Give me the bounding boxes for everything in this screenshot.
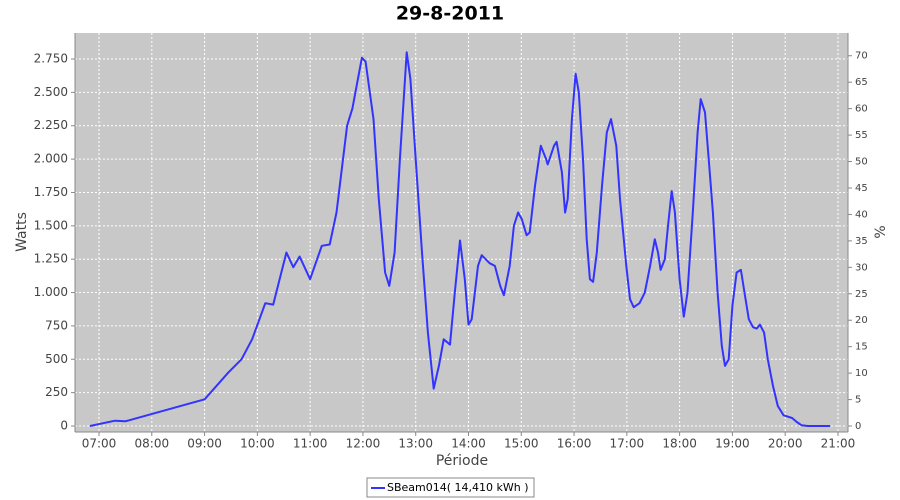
x-tick-label: 13:00 [398,437,433,451]
x-tick-label: 10:00 [240,437,275,451]
y2-tick-label: 70 [855,51,868,62]
x-tick-label: 14:00 [451,437,486,451]
y2-tick-label: 40 [855,209,868,220]
y2-tick-label: 0 [855,421,861,432]
x-axis-label: Période [436,453,488,469]
y-tick-label: 250 [45,385,68,399]
y-axis-label: Watts [14,212,30,252]
y-tick-label: 2.500 [34,85,68,99]
chart-title: 29-8-2011 [396,3,504,25]
x-tick-label: 15:00 [504,437,539,451]
y-tick-label: 1.000 [34,285,68,299]
x-tick-label: 20:00 [768,437,803,451]
y-tick-label: 1.500 [34,218,68,232]
legend-label: SBeam014( 14,410 kWh ) [387,481,529,494]
x-tick-label: 11:00 [293,437,328,451]
plot-area [75,33,848,432]
y-tick-label: 0 [60,418,68,432]
x-tick-label: 19:00 [715,437,750,451]
x-tick-label: 08:00 [135,437,170,451]
y-tick-label: 1.250 [34,252,68,266]
y2-tick-label: 20 [855,315,868,326]
x-tick-label: 12:00 [346,437,381,451]
x-tick-label: 17:00 [610,437,645,451]
x-tick-label: 09:00 [187,437,222,451]
x-tick-label: 18:00 [662,437,697,451]
y2-tick-label: 35 [855,236,868,247]
x-tick-label: 21:00 [821,437,856,451]
y-tick-label: 2.000 [34,152,68,166]
y-tick-label: 500 [45,352,68,366]
y2-tick-label: 25 [855,289,868,300]
y2-tick-label: 65 [855,77,868,88]
y2-tick-label: 10 [855,368,868,379]
legend [366,477,535,498]
y2-tick-label: 15 [855,342,868,353]
y2-axis-label: % [873,225,889,238]
y2-tick-label: 30 [855,262,868,273]
y-tick-label: 2.750 [34,52,68,66]
x-tick-label: 16:00 [557,437,592,451]
y2-tick-label: 50 [855,157,868,168]
y2-tick-label: 60 [855,104,868,115]
y-tick-label: 750 [45,318,68,332]
y2-tick-label: 45 [855,183,868,194]
y2-tick-label: 5 [855,395,861,406]
y-tick-label: 1.750 [34,185,68,199]
y2-tick-label: 55 [855,130,868,141]
y-tick-label: 2.250 [34,118,68,132]
x-tick-label: 07:00 [82,437,117,451]
series-line [89,51,831,427]
